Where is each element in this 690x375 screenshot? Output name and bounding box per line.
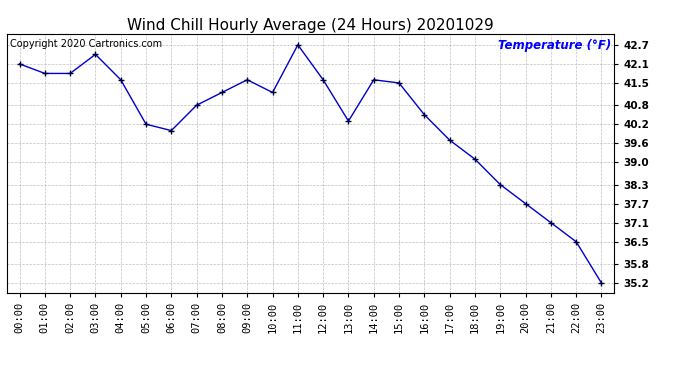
- Text: Copyright 2020 Cartronics.com: Copyright 2020 Cartronics.com: [10, 39, 162, 49]
- Title: Wind Chill Hourly Average (24 Hours) 20201029: Wind Chill Hourly Average (24 Hours) 202…: [127, 18, 494, 33]
- Text: Temperature (°F): Temperature (°F): [497, 39, 611, 52]
